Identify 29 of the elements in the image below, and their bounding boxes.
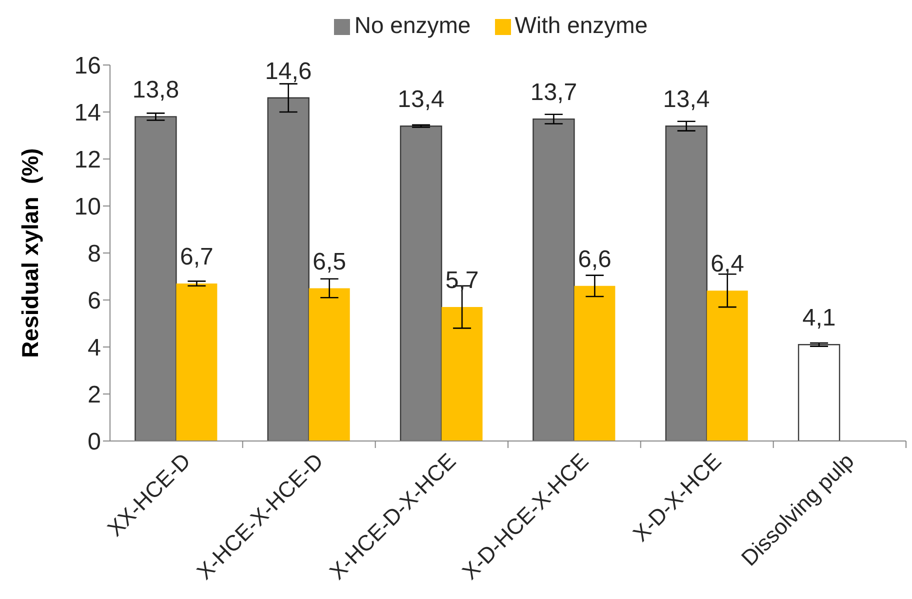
data-label: 13,4	[398, 86, 444, 114]
y-tick-label: 6	[88, 288, 101, 315]
data-label: 6,5	[312, 248, 346, 276]
y-tick-label: 2	[88, 382, 101, 409]
y-tick-label: 12	[74, 146, 101, 174]
y-tick-label: 14	[74, 100, 101, 127]
y-axis-title: Residual xylan (%)	[17, 148, 43, 358]
bar	[798, 344, 840, 441]
bar	[442, 307, 483, 441]
data-label: 6,4	[710, 250, 744, 278]
legend-label: No enzyme	[354, 12, 471, 38]
y-tick-label: 8	[88, 240, 101, 268]
data-label: 5,7	[445, 267, 479, 294]
bar	[706, 290, 748, 441]
data-label: 13,7	[530, 79, 578, 106]
data-label: 6,6	[578, 246, 612, 273]
y-tick-label: 0	[88, 428, 101, 456]
bar	[308, 288, 350, 441]
y-tick-label: 4	[88, 334, 101, 362]
data-label: 13,4	[663, 86, 710, 114]
data-label: 6,7	[180, 244, 214, 271]
data-label: 14,6	[265, 58, 312, 85]
legend-label: With enzyme	[514, 12, 648, 38]
data-label: 13,8	[132, 76, 180, 104]
data-label: 4,1	[802, 304, 836, 332]
bar	[574, 286, 616, 441]
y-tick-label: 10	[74, 194, 101, 221]
bar	[176, 284, 218, 441]
y-tick-label: 16	[74, 52, 101, 80]
